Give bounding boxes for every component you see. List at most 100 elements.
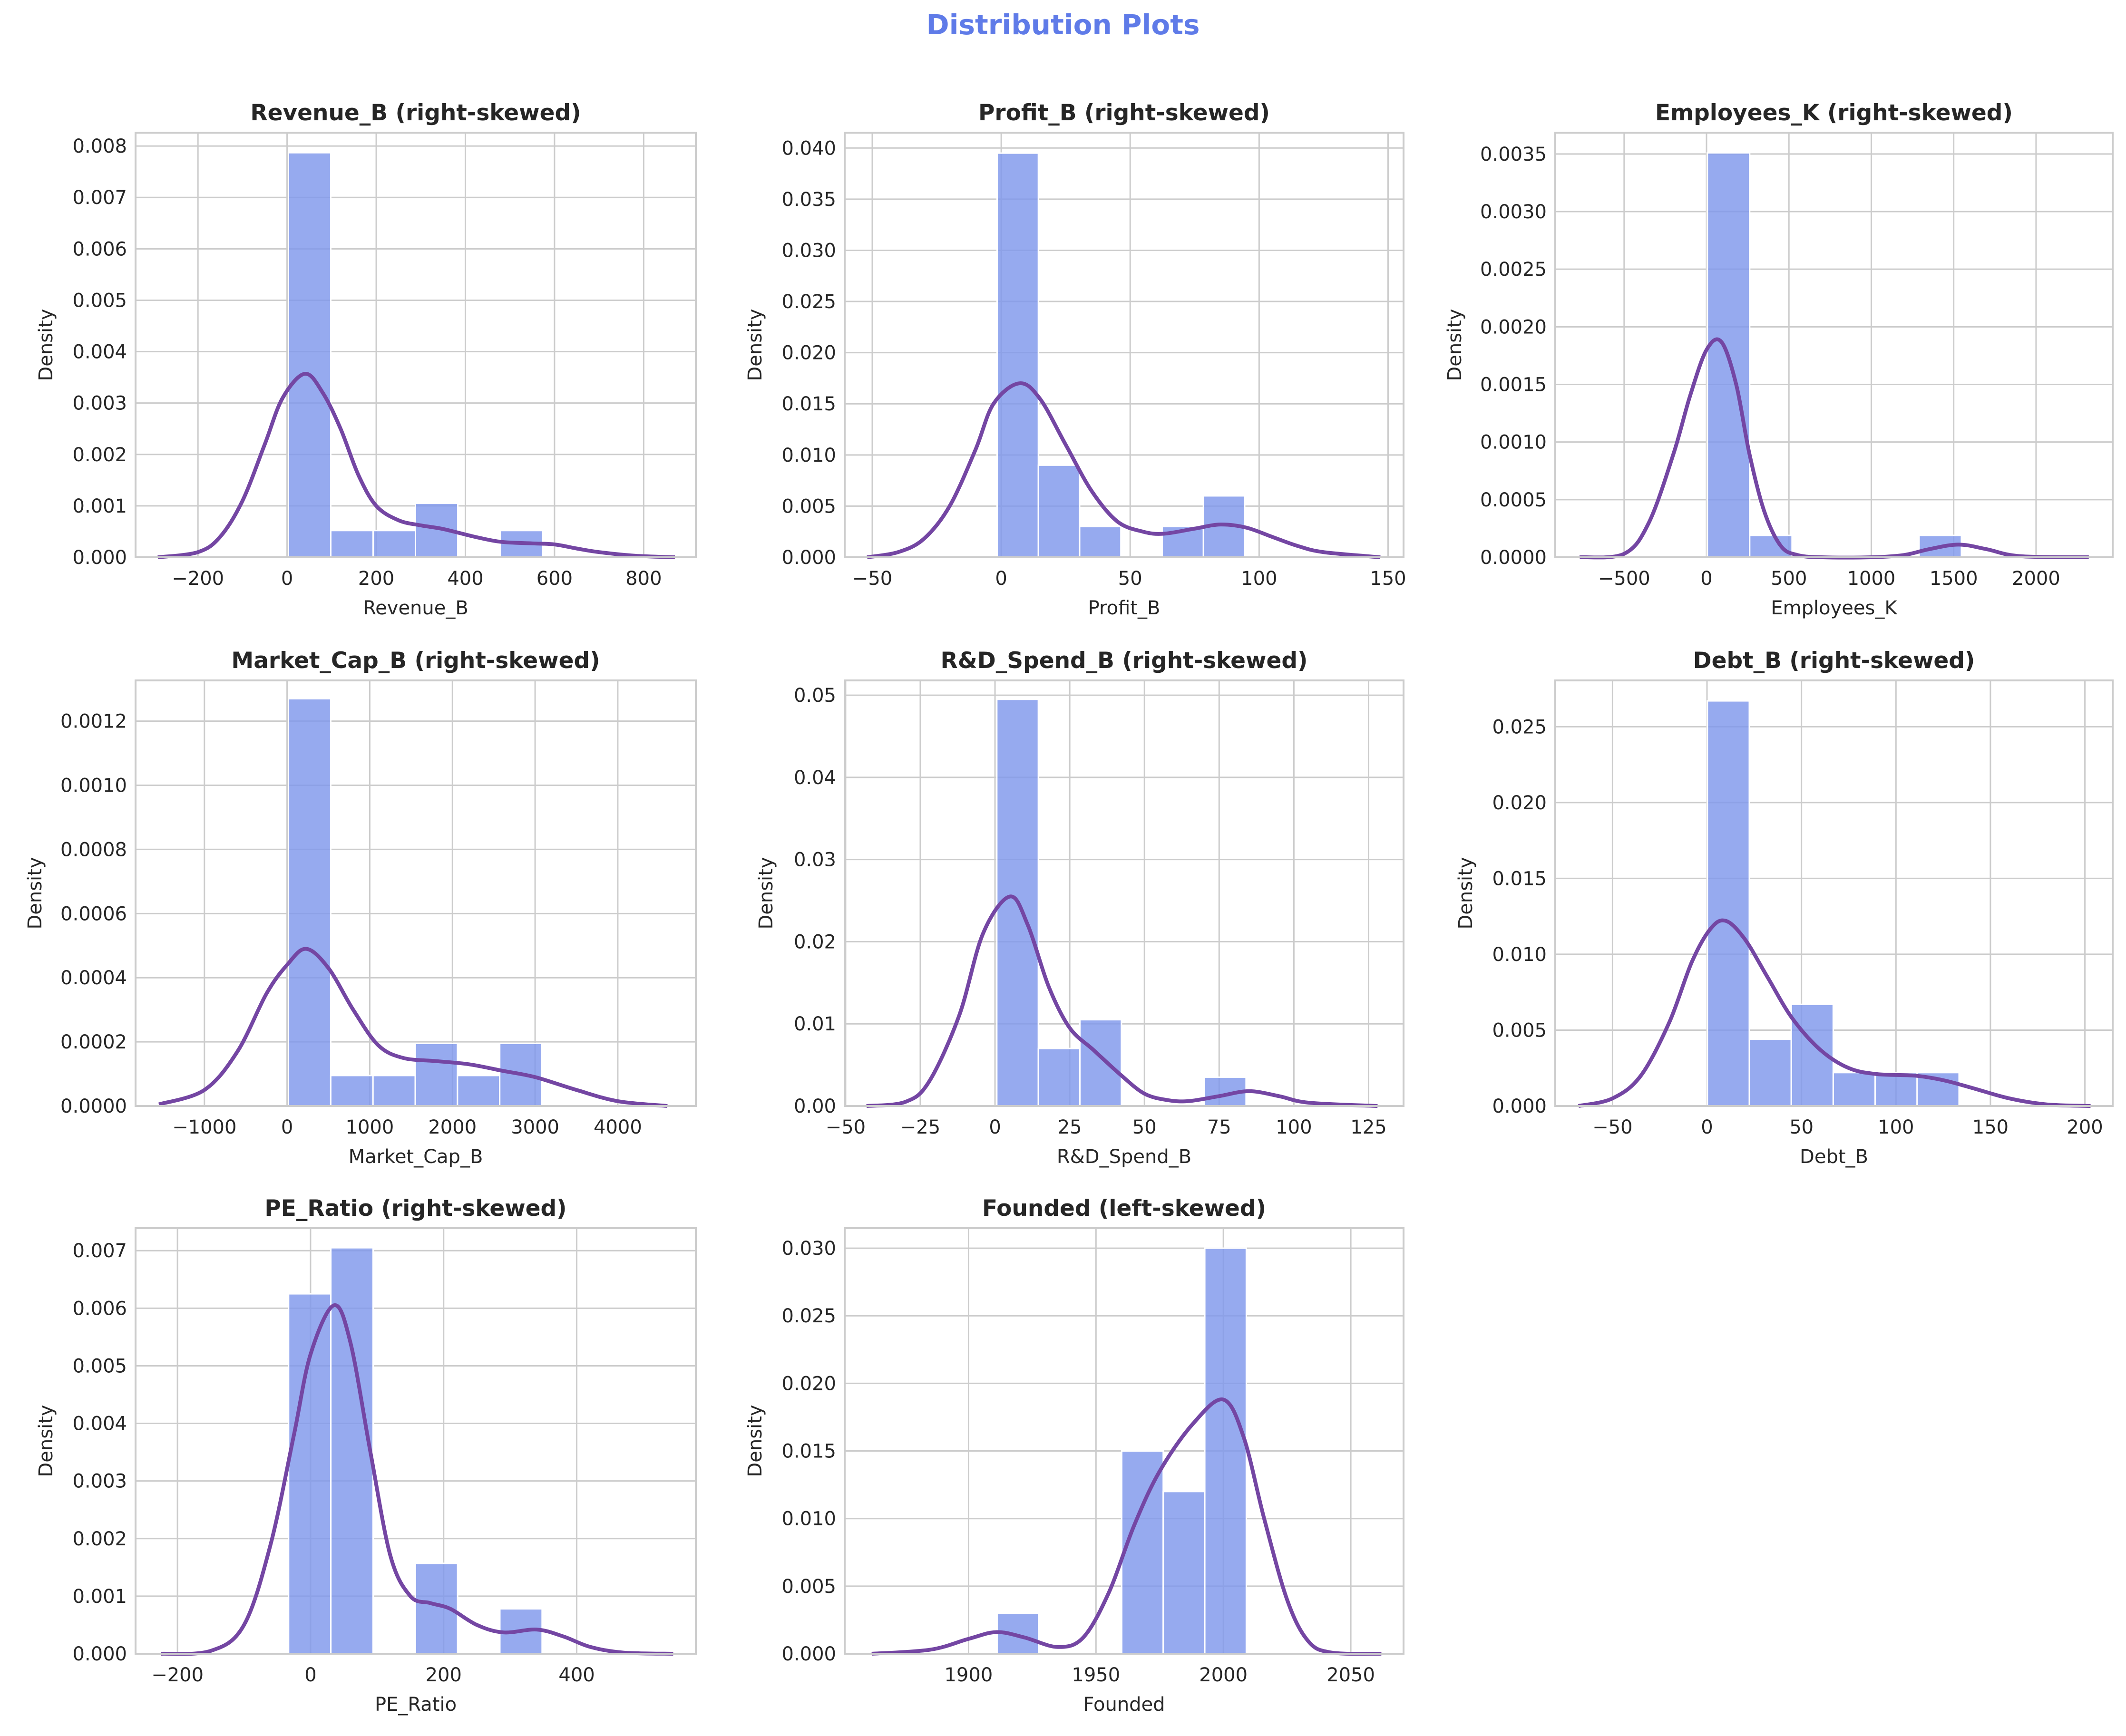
x-tick-label: 2000 [2012,568,2060,590]
histogram-bar [1037,464,1081,558]
y-tick-label: 0.008 [72,136,127,157]
y-tick-label: 0.007 [72,187,127,209]
y-tick-label: 0.0020 [1480,316,1547,338]
histogram-bar [1749,534,1793,558]
histogram-bar [996,1612,1040,1655]
histogram-bar [1204,1247,1247,1655]
y-tick-label: 0.005 [72,290,127,311]
y-tick-label: 0.000 [72,547,127,569]
kde-curve [1579,337,2089,560]
y-tick-label: 0.025 [781,291,836,313]
x-tick-label: 1500 [1930,568,1978,590]
subplot-profit-b: −50 0 50 100 150 0.000 0.005 0.010 0.015 0.020 0.0… [744,100,1406,619]
y-tick-label: 0.005 [781,1576,836,1598]
subplot-founded: 1900 1950 2000 2050 0.000 0.005 0.010 0.015 0.02… [744,1195,1404,1716]
histogram-bar [1079,1019,1122,1107]
y-tick-label: 0.0000 [60,1096,127,1117]
axes-frame [1554,679,2114,1107]
x-tick-label: −25 [900,1116,940,1138]
histogram-bar [996,152,1039,558]
x-tick-label: 2000 [1199,1664,1248,1686]
y-axis-label: Density [744,1405,766,1477]
x-axis-label: Debt_B [1800,1146,1868,1168]
x-tick-label: 400 [447,568,483,590]
x-tick-label: 1000 [346,1116,394,1138]
y-tick-label: 0.015 [781,1441,836,1463]
histogram-bar [372,530,417,558]
x-tick-label: 400 [558,1664,595,1686]
y-tick-label: 0.005 [72,1355,127,1377]
x-tick-label: 200 [426,1664,462,1686]
x-tick-label: −200 [151,1664,204,1686]
x-tick-label: 2050 [1326,1664,1375,1686]
histogram-bar [457,1075,501,1107]
x-tick-label: 100 [1276,1116,1312,1138]
x-axis-label: R&D_Spend_B [1057,1146,1191,1168]
y-tick-label: 0.005 [1492,1019,1547,1041]
subplot-title: Profit_B (right-skewed) [978,100,1270,126]
x-tick-label: 0 [1701,1116,1713,1138]
x-tick-label: 3000 [511,1116,559,1138]
y-tick-label: 0.004 [72,341,127,363]
x-tick-label: 1950 [1072,1664,1120,1686]
y-tick-label: 0.000 [781,1643,836,1665]
axes-frame [135,132,697,558]
y-tick-label: 0.000 [781,547,836,569]
y-tick-label: 0.025 [781,1305,836,1327]
x-tick-label: 150 [1972,1116,2009,1138]
histogram-bar [372,1075,416,1107]
x-axis-label: PE_Ratio [375,1694,457,1716]
x-axis-label: Market_Cap_B [349,1146,483,1168]
subplot-title: R&D_Spend_B (right-skewed) [941,648,1308,674]
histogram-bar [414,1042,458,1107]
x-tick-label: 800 [625,568,662,590]
x-tick-label: 100 [1878,1116,1914,1138]
y-axis-label: Density [1444,309,1466,381]
histogram-bar [1037,1047,1081,1107]
histogram-bar [330,530,374,558]
x-tick-label: −1000 [172,1116,236,1138]
y-tick-label: 0.010 [1492,944,1547,966]
x-tick-label: 75 [1207,1116,1231,1138]
kde-curve [160,1303,673,1656]
x-tick-label: −50 [852,568,892,590]
y-tick-label: 0.0010 [1480,432,1547,454]
y-tick-label: 0.0002 [60,1031,127,1053]
subplot-market-cap-b: −1000 0 1000 2000 3000 4000 0.0000 0.0002 0.0004… [24,648,697,1168]
y-tick-label: 0.04 [794,767,836,789]
subplot-title: Market_Cap_B (right-skewed) [231,648,600,674]
y-axis-label: Density [24,857,46,929]
x-tick-label: 2000 [428,1116,477,1138]
axes-frame [1554,132,2114,558]
kde-curve [871,1397,1382,1656]
kde-curve [158,947,668,1108]
x-tick-label: 50 [1789,1116,1814,1138]
x-axis-label: Employees_K [1771,597,1898,619]
y-tick-label: 0.015 [1492,868,1547,890]
y-tick-label: 0.040 [781,137,836,159]
y-tick-label: 0.030 [781,1238,836,1260]
y-tick-label: 0.003 [72,1471,127,1493]
histogram-bar [1874,1072,1918,1107]
x-axis-label: Founded [1083,1694,1165,1716]
y-tick-label: 0.0012 [60,711,127,733]
kde-curve [867,381,1381,559]
y-tick-label: 0.001 [72,1586,127,1608]
x-tick-label: 200 [358,568,394,590]
x-axis-label: Revenue_B [363,597,468,619]
subplot-employees-k: −500 0 500 1000 1500 2000 0.0000 0.0005 0.0010 0.… [1444,100,2114,619]
subplot-title: PE_Ratio (right-skewed) [264,1195,566,1222]
y-tick-label: 0.0010 [60,775,127,797]
y-tick-label: 0.0008 [60,839,127,861]
x-tick-label: 0 [281,568,293,590]
y-tick-label: 0.0030 [1480,201,1547,223]
kde-curve [157,372,675,559]
y-tick-label: 0.010 [781,1508,836,1530]
y-tick-label: 0.003 [72,393,127,415]
y-tick-label: 0.007 [72,1240,127,1262]
x-tick-label: 25 [1058,1116,1082,1138]
subplot-title: Revenue_B (right-skewed) [250,100,581,126]
x-tick-label: −200 [172,568,224,590]
x-axis-label: Profit_B [1088,597,1161,619]
